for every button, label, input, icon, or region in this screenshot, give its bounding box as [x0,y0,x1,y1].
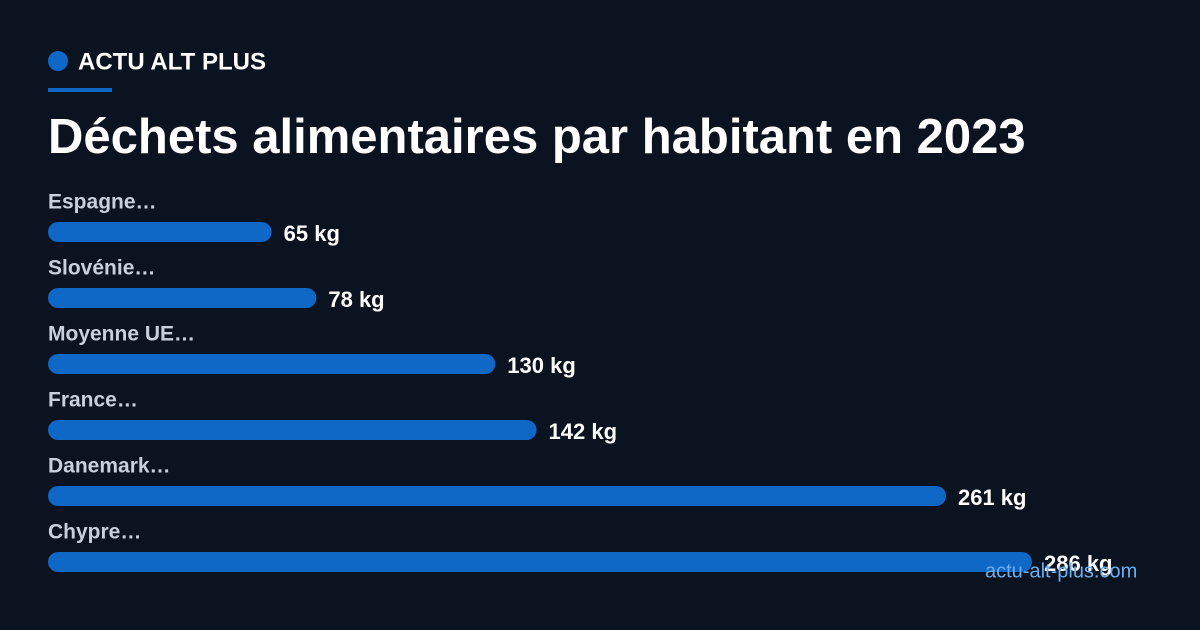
category-label: Danemark… [48,455,171,478]
category-label: Chypre… [48,521,141,544]
bar [48,288,317,308]
watermark: actu-alt-plus.com [985,560,1137,582]
chart-title: Déchets alimentaires par habitant en 202… [48,110,1026,164]
brand-dot [48,51,68,71]
category-label: Moyenne UE… [48,323,195,346]
bar [48,354,496,374]
bar [48,552,1032,572]
bar [48,420,537,440]
brand: ACTU ALT PLUS [78,48,266,75]
bar [48,222,272,242]
brand-underline [48,88,112,92]
value-label: 286 kg [1044,551,1113,576]
value-label: 78 kg [328,287,384,312]
value-label: 65 kg [284,221,340,246]
bar [48,486,946,506]
value-label: 261 kg [958,485,1027,510]
category-label: Espagne… [48,191,157,214]
category-label: Slovénie… [48,257,155,280]
category-label: France… [48,389,138,412]
value-label: 130 kg [507,353,575,378]
value-label: 142 kg [549,419,618,444]
